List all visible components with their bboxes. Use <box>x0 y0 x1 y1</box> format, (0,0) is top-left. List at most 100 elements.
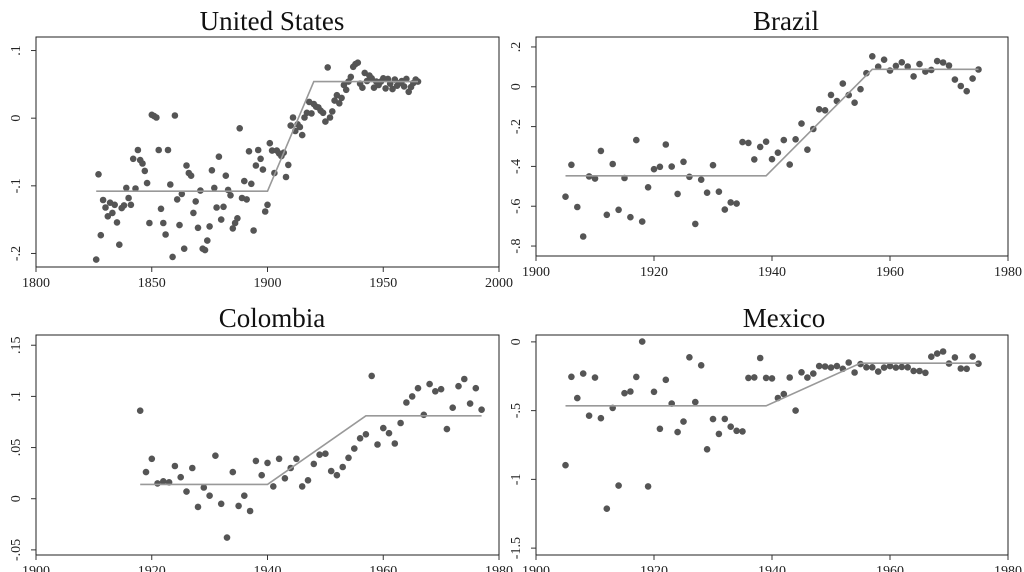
data-point <box>886 67 894 74</box>
data-point <box>585 412 593 420</box>
x-tick-label: 1980 <box>994 265 1022 280</box>
data-point <box>345 454 352 462</box>
data-point <box>123 184 130 192</box>
data-point <box>804 374 811 381</box>
fit-line <box>565 68 979 177</box>
data-point <box>322 118 329 125</box>
data-point <box>155 146 162 154</box>
data-point <box>638 218 646 225</box>
plot-frame <box>35 334 500 556</box>
data-point <box>692 398 699 406</box>
data-point <box>141 167 149 175</box>
data-point <box>680 418 687 425</box>
data-point <box>603 505 611 512</box>
panel-colombia: Colombia 1900 1920 1940 1960 1980 .15 .1 .05 0 -.… <box>9 303 513 572</box>
data-point <box>692 220 699 228</box>
data-point <box>215 153 223 160</box>
data-point <box>798 369 805 376</box>
data-point <box>190 209 197 217</box>
data-point <box>478 406 485 414</box>
data-point <box>957 365 965 372</box>
data-point <box>183 488 190 495</box>
x-tick-label: 2000 <box>485 276 513 291</box>
plot-frame <box>535 36 1009 257</box>
data-point <box>227 192 234 199</box>
data-point <box>727 199 734 206</box>
data-point <box>715 430 723 438</box>
data-point <box>403 75 410 83</box>
data-point <box>703 189 711 196</box>
data-point <box>609 160 616 168</box>
data-point <box>354 59 362 66</box>
y-tick-label: .05 <box>9 439 24 457</box>
data-point <box>874 63 882 70</box>
data-point <box>400 83 408 90</box>
data-point <box>296 123 304 131</box>
data-point <box>768 375 776 382</box>
data-point <box>650 165 658 173</box>
data-point <box>821 363 829 370</box>
data-point <box>680 158 687 166</box>
x-tick-label: 1850 <box>138 276 166 291</box>
data-point <box>815 106 823 113</box>
data-point <box>597 414 605 422</box>
data-point <box>939 59 947 66</box>
data-point <box>268 147 276 154</box>
data-point <box>382 85 389 92</box>
data-point <box>674 190 681 198</box>
data-point <box>455 382 462 390</box>
data-point <box>308 110 315 117</box>
data-point <box>368 75 376 82</box>
data-point <box>200 484 208 491</box>
data-point <box>733 200 740 207</box>
data-point <box>102 204 109 211</box>
data-point <box>662 141 670 148</box>
data-point <box>391 440 399 447</box>
data-point <box>397 419 404 427</box>
x-tick-label: 1900 <box>254 276 282 291</box>
data-point <box>403 399 410 406</box>
data-point <box>264 201 271 209</box>
y-tick-label: 0 <box>9 495 24 502</box>
data-point <box>874 368 882 375</box>
x-tick-label: 1960 <box>876 564 904 572</box>
data-point <box>898 59 906 66</box>
data-point <box>916 60 923 68</box>
data-point <box>780 390 788 398</box>
data-point <box>180 245 188 252</box>
data-point <box>206 492 213 500</box>
data-point <box>426 380 433 388</box>
y-tick-label: -.8 <box>509 238 524 253</box>
data-point <box>304 477 312 484</box>
data-point <box>644 184 652 191</box>
panel-mexico: Mexico 1900 1920 1940 1960 1980 0 -.5 -1 -1.5 <box>509 303 1022 572</box>
data-point <box>162 231 169 238</box>
data-point <box>420 411 428 419</box>
data-point <box>697 362 705 369</box>
data-point <box>120 202 128 209</box>
x-tick-label: 1940 <box>254 564 282 572</box>
data-point <box>845 359 852 366</box>
y-tick-label: .15 <box>9 336 24 354</box>
data-point <box>245 148 253 155</box>
data-point <box>615 482 622 489</box>
data-point <box>111 201 118 209</box>
data-point <box>281 475 289 482</box>
data-point <box>220 203 227 211</box>
y-tick-label: 0 <box>9 115 24 122</box>
x-tick-label: 1900 <box>522 564 550 572</box>
data-point <box>248 180 255 188</box>
plot-frame <box>35 36 500 268</box>
panel-title: Brazil <box>753 6 819 36</box>
data-point <box>437 385 445 393</box>
data-point <box>385 429 393 437</box>
data-point <box>603 211 611 219</box>
data-point <box>139 160 146 167</box>
y-tick-label: -1.5 <box>509 537 524 559</box>
data-point <box>356 435 364 442</box>
data-point <box>339 463 347 471</box>
data-point <box>615 206 622 214</box>
data-point <box>154 480 161 487</box>
data-point <box>432 388 439 395</box>
data-point <box>780 136 788 144</box>
